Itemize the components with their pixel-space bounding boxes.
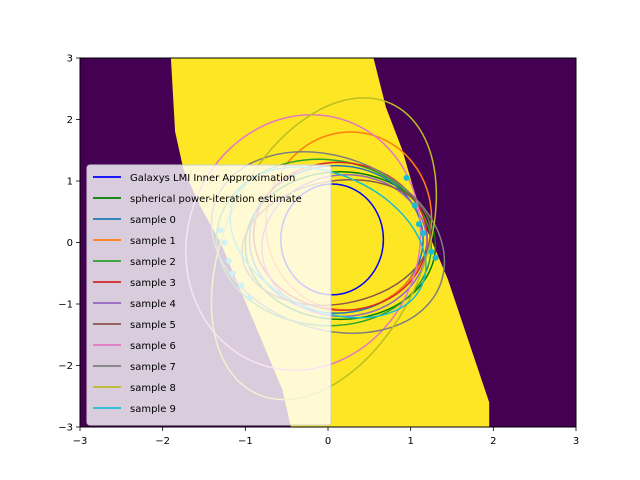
marker-point-2 — [415, 221, 422, 228]
y-tick-label: 3 — [67, 54, 73, 65]
y-tick-label: 2 — [67, 115, 73, 126]
marker-point-0 — [403, 174, 410, 181]
marker-point-4 — [428, 248, 435, 255]
legend-label: spherical power-iteration estimate — [130, 194, 302, 205]
y-tick-label: 0 — [67, 238, 73, 249]
legend-label: sample 0 — [130, 215, 176, 226]
legend-label: sample 2 — [130, 257, 176, 268]
x-axis-ticks: −3 −2 −1 0 1 2 3 — [73, 427, 579, 447]
y-tick-label: −2 — [58, 361, 73, 372]
x-tick-label: −3 — [73, 436, 88, 447]
legend-label: sample 4 — [130, 299, 176, 310]
legend-label: sample 7 — [130, 362, 176, 373]
y-tick-label: 1 — [67, 177, 73, 188]
marker-point-3 — [420, 230, 427, 237]
legend-label: sample 9 — [130, 404, 176, 415]
x-tick-label: 0 — [325, 436, 331, 447]
legend-label: sample 1 — [130, 236, 176, 247]
legend-label: sample 3 — [130, 278, 176, 289]
legend: Galaxys LMI Inner Approximation spherical… — [86, 164, 332, 426]
x-tick-label: −1 — [238, 436, 253, 447]
x-tick-label: 1 — [407, 436, 413, 447]
x-tick-label: 2 — [490, 436, 496, 447]
legend-label: sample 6 — [130, 341, 176, 352]
marker-point-1 — [411, 202, 418, 209]
x-tick-label: 3 — [573, 436, 579, 447]
legend-label: sample 8 — [130, 383, 176, 394]
legend-label: Galaxys LMI Inner Approximation — [130, 173, 295, 184]
legend-label: sample 5 — [130, 320, 176, 331]
x-tick-label: −2 — [155, 436, 170, 447]
legend-box — [86, 164, 332, 426]
marker-point-5 — [432, 254, 439, 261]
y-tick-label: −1 — [58, 300, 73, 311]
y-tick-label: −3 — [58, 423, 73, 434]
y-axis-ticks: −3 −2 −1 0 1 2 3 — [58, 54, 80, 434]
